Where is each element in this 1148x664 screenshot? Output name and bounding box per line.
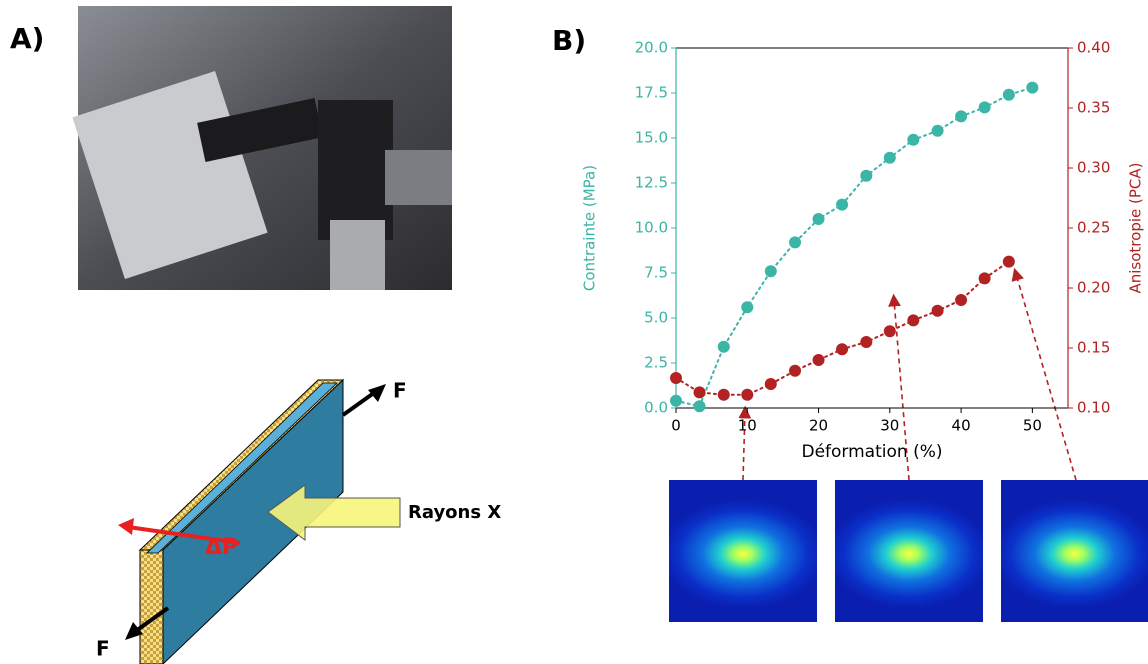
y-tick-label: 15.0 <box>635 129 668 147</box>
data-point <box>764 265 777 278</box>
y2-tick-label: 0.25 <box>1077 219 1110 237</box>
force-label: F <box>393 379 407 403</box>
annotation-arrows <box>738 267 1077 481</box>
x-tick-label: 0 <box>671 417 681 435</box>
data-point <box>860 336 873 348</box>
data-point <box>883 325 896 338</box>
y-tick-label: 17.5 <box>635 84 668 102</box>
x-tick-label: 20 <box>809 417 828 435</box>
sample-diagram <box>118 378 401 664</box>
data-point <box>693 400 706 413</box>
data-point <box>907 133 920 146</box>
y-tick-label: 20.0 <box>635 39 668 57</box>
data-point <box>693 386 706 399</box>
data-point <box>883 151 896 164</box>
data-point <box>931 124 944 137</box>
data-point <box>955 110 968 123</box>
xray-label: Rayons X <box>408 502 501 523</box>
y2-tick-label: 0.40 <box>1077 39 1110 57</box>
y2-axis-title: Anisotropie (PCA) <box>1127 163 1145 294</box>
y2-tick-label: 0.15 <box>1077 339 1110 357</box>
y-tick-label: 0.0 <box>644 399 668 417</box>
series-line <box>675 260 1010 396</box>
x-tick-label: 40 <box>952 417 971 435</box>
polarization-label: ΔP <box>205 535 238 560</box>
data-point <box>955 294 968 306</box>
data-point <box>789 364 802 377</box>
data-point <box>978 272 991 285</box>
panel-label: B) <box>552 24 586 57</box>
plot-frame <box>675 47 1069 409</box>
data-point <box>717 340 730 353</box>
data-point <box>931 304 944 317</box>
data-point <box>836 343 849 356</box>
scattering-image <box>669 480 817 622</box>
y2-tick-label: 0.20 <box>1077 279 1110 297</box>
y2-tick-label: 0.10 <box>1077 399 1110 417</box>
x-tick-label: 10 <box>738 417 757 435</box>
data-point <box>907 314 920 327</box>
data-point <box>836 198 849 211</box>
data-point <box>670 372 682 384</box>
data-point <box>1002 88 1015 101</box>
data-point <box>978 101 991 114</box>
data-point <box>860 169 873 182</box>
data-point <box>1026 81 1039 94</box>
data-point <box>789 236 802 249</box>
x-tick-label: 30 <box>880 417 899 435</box>
y-tick-label: 12.5 <box>635 174 668 192</box>
y2-tick-label: 0.35 <box>1077 99 1110 117</box>
data-point <box>812 354 825 366</box>
y-tick-label: 2.5 <box>644 354 668 372</box>
data-point <box>1002 255 1015 268</box>
y-tick-label: 7.5 <box>644 264 668 282</box>
y2-tick-label: 0.30 <box>1077 159 1110 177</box>
panel-label: A) <box>10 22 44 55</box>
y-tick-label: 10.0 <box>635 219 668 237</box>
data-point <box>812 213 825 225</box>
data-point <box>717 388 730 401</box>
photo <box>72 6 452 290</box>
y-axis-title: Contrainte (MPa) <box>581 165 599 291</box>
x-tick-label: 50 <box>1023 417 1042 435</box>
x-axis-title: Déformation (%) <box>802 442 943 462</box>
data-point <box>764 378 777 390</box>
series-line <box>675 86 1034 408</box>
y-tick-label: 5.0 <box>644 309 668 327</box>
scattering-image <box>1001 480 1148 622</box>
force-label: F <box>96 637 110 661</box>
data-point <box>741 301 754 314</box>
data-point <box>670 394 682 407</box>
data-point <box>741 388 754 401</box>
scattering-image <box>835 480 983 622</box>
